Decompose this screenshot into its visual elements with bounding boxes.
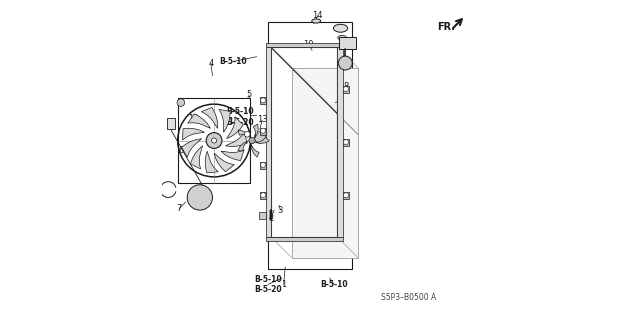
Circle shape [260,128,266,133]
Circle shape [260,162,266,167]
Circle shape [260,193,266,198]
Bar [266,47,271,237]
Circle shape [187,185,212,210]
Bar [259,212,266,219]
Text: 11: 11 [228,117,238,126]
Circle shape [344,140,348,145]
Bar [292,68,358,257]
Polygon shape [238,130,250,137]
Text: 12: 12 [188,114,199,123]
Polygon shape [205,151,218,173]
Bar [337,47,343,237]
Bar [266,237,343,241]
Text: 13: 13 [257,115,268,124]
Circle shape [254,132,266,143]
Circle shape [344,86,348,92]
Bar [271,47,337,237]
Text: B-5-10: B-5-10 [220,57,247,66]
Text: B-5-10
B-5-20: B-5-10 B-5-20 [254,275,282,294]
Text: FR.: FR. [438,22,456,32]
Bar [268,22,351,269]
Text: 4: 4 [208,59,214,68]
Polygon shape [237,141,248,151]
Polygon shape [188,114,211,128]
Text: 1: 1 [281,280,286,289]
Text: 14: 14 [312,11,323,20]
Polygon shape [253,124,258,138]
Circle shape [177,99,185,106]
Text: 5: 5 [246,90,252,99]
Bar [178,98,250,183]
Polygon shape [202,108,218,128]
Bar [343,192,349,199]
Text: B-5-10
B-5-20: B-5-10 B-5-20 [227,107,254,127]
Circle shape [344,193,348,198]
Bar [266,43,343,47]
Polygon shape [214,153,234,172]
Polygon shape [182,128,205,140]
Polygon shape [221,150,244,160]
Text: B-5-10: B-5-10 [321,280,348,289]
Circle shape [206,133,222,148]
Text: 2: 2 [268,213,274,222]
Text: 10: 10 [303,40,314,48]
Text: S5P3–B0500 A: S5P3–B0500 A [381,293,436,301]
FancyArrow shape [269,210,272,220]
Bar [260,192,266,199]
Text: 6: 6 [178,145,184,154]
Bar [339,37,356,49]
Ellipse shape [333,24,348,32]
Circle shape [244,131,250,137]
Bar [343,139,349,146]
Circle shape [212,138,216,143]
Polygon shape [191,146,202,169]
Polygon shape [227,117,243,139]
Polygon shape [182,139,202,157]
Ellipse shape [312,19,321,23]
Polygon shape [225,132,247,146]
Circle shape [249,137,255,144]
Polygon shape [255,137,269,144]
Text: 8: 8 [343,82,349,91]
Text: 9: 9 [337,97,342,106]
Polygon shape [219,109,230,132]
Text: 7: 7 [177,204,182,213]
Bar [343,86,349,93]
Circle shape [339,56,352,70]
Bar [260,97,266,104]
Bar [260,162,266,169]
Circle shape [260,98,266,103]
Ellipse shape [338,35,347,40]
Text: 3: 3 [278,206,283,215]
Bar [166,118,175,130]
Polygon shape [252,144,259,157]
Bar [260,128,266,135]
